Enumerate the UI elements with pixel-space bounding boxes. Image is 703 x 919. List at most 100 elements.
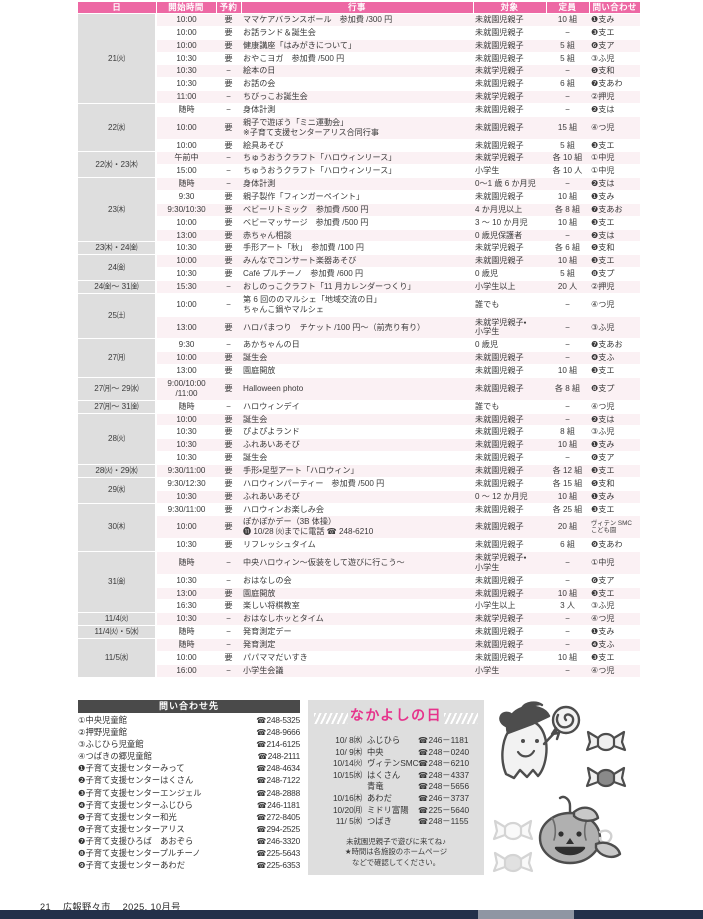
- event-contact-cell: ❶支み: [589, 490, 640, 504]
- event-target-cell: 未就園児親子: [473, 351, 546, 366]
- event-start-time-cell: 10:30: [156, 574, 216, 588]
- event-reservation-cell: 要: [216, 451, 241, 465]
- event-target-cell: 未就園児親子: [473, 116, 546, 140]
- contact-facility-name: ①中央児童館: [78, 715, 127, 725]
- event-capacity-cell: 10 組: [546, 254, 589, 269]
- event-name-cell: おやこヨガ 参加費 /500 円: [241, 52, 473, 66]
- event-name-cell: ベビーマッサージ 参加費 /500 円: [241, 216, 473, 230]
- event-target-cell: 未就園児親子: [473, 254, 546, 269]
- nakayoshi-phone: ☎225－5640: [418, 804, 470, 815]
- event-name-cell: 手形・足型アート「ハロウィン」: [241, 464, 473, 478]
- event-reservation-cell: 要: [216, 39, 241, 53]
- event-start-time-cell: 随時: [156, 103, 216, 117]
- table-row: 10:00 要お話ランド＆誕生会 未就園児親子 − ❸支エ: [78, 26, 640, 40]
- event-reservation-cell: 要: [216, 464, 241, 478]
- table-row: 28㈫ 10:00 要誕生会 未就園児親子 − ❷支は: [78, 413, 640, 465]
- event-contact-cell: ③ふ児: [589, 52, 640, 66]
- event-start-time-cell: 10:30: [156, 425, 216, 440]
- event-target-cell: 未就園児親子: [473, 425, 546, 440]
- event-name-cell: 中央ハロウィン〜仮装をして遊びに行こう〜: [241, 551, 473, 575]
- event-start-time-cell: 10:30: [156, 451, 216, 465]
- event-name-cell: ハロウィンデイ: [241, 400, 473, 414]
- event-name-cell: ぽかぽかデー（3B 体操） ⓫ 10/28 ㈫までに電話 ☎ 248-6210: [241, 515, 473, 540]
- event-name-cell: 発育測定: [241, 638, 473, 652]
- event-start-time-cell: 9:30/12:30: [156, 477, 216, 491]
- event-contact-cell: ❾支あわ: [589, 538, 640, 552]
- table-row: 10:30 要誕生会 未就園児親子 − ❻支ア: [78, 451, 640, 465]
- event-capacity-cell: −: [546, 638, 589, 652]
- table-row: 24㈮〜 31㈮ 15:30− おしのっこクラフト「11 月カレンダーつくり」 小学生…: [78, 280, 640, 294]
- event-name-cell: 園庭開放: [241, 587, 473, 601]
- event-contact-cell: ②押児: [589, 280, 640, 294]
- nakayoshi-list-item: 青竜 ☎248－5656: [320, 781, 484, 793]
- contact-list-item: ❻子育て支援センターアリス ☎294-2525: [78, 823, 300, 835]
- event-day-cell: 23㈭・24㈮: [78, 241, 157, 256]
- event-target-cell: 未就園児親子: [473, 13, 546, 27]
- event-target-cell: 0 歳児: [473, 267, 546, 282]
- event-contact-cell: ❸支エ: [589, 651, 640, 665]
- contact-phone-number: ☎248-2111: [257, 751, 301, 762]
- event-contact-cell: ③ふ児: [589, 316, 640, 340]
- event-day-cell: 29㈬: [78, 477, 157, 504]
- nakayoshi-date: 10/20㈪: [332, 804, 362, 815]
- event-reservation-cell: −: [216, 177, 241, 192]
- event-target-cell: 未就園児親子: [473, 139, 546, 153]
- event-reservation-cell: 要: [216, 438, 241, 453]
- table-row: 11/4㈫ 10:30− おはなしホッとタイム 未就学児親子 − ④つ児: [78, 612, 640, 627]
- event-name-cell: 赤ちゃん相談: [241, 229, 473, 243]
- table-row: 13:00 要園庭開放 未就園児親子 10 組 ❸支エ: [78, 587, 640, 601]
- nakayoshi-place: ミドリ富陽: [367, 804, 409, 815]
- event-capacity-cell: 15 組: [546, 116, 589, 140]
- event-capacity-cell: 各 25 組: [546, 503, 589, 517]
- event-contact-cell: ③ふ児: [589, 425, 640, 440]
- telephone-icon: ☎: [256, 776, 267, 786]
- event-target-cell: 未就園児親子: [473, 451, 546, 465]
- event-reservation-cell: −: [216, 151, 241, 166]
- event-target-cell: 誰でも: [473, 293, 546, 317]
- nakayoshi-phone: ☎248－0240: [418, 746, 470, 757]
- event-name-cell: ぴよぴよランド: [241, 425, 473, 440]
- nakayoshi-day-box: なかよしの日 10/ 8㈬ ふじひら ☎246－1181 10/ 9㈭ 中央 ☎248－0…: [308, 700, 484, 875]
- event-capacity-cell: 10 組: [546, 438, 589, 453]
- event-capacity-cell: 各 12 組: [546, 464, 589, 478]
- event-start-time-cell: 10:30: [156, 64, 216, 79]
- event-contact-cell: ❻支ア: [589, 574, 640, 588]
- hatch-decoration-left-icon: [314, 713, 348, 724]
- event-name-cell: 手形アート「秋」 参加費 /100 円: [241, 241, 473, 256]
- table-row: 22㈬・23㈭ 午前中 − ちゅうおうクラフト「ハロウィンリース」 未就学児親子各 10…: [78, 151, 640, 179]
- table-row: 10:30 要おやこヨガ 参加費 /500 円未就園児親子 5 組 ③ふ児: [78, 52, 640, 66]
- event-name-cell: ママケアバランスボール 参加費 /300 円: [241, 13, 473, 27]
- event-start-time-cell: 10:00: [156, 293, 216, 317]
- event-capacity-cell: 各 6 組: [546, 241, 589, 256]
- event-reservation-cell: −: [216, 664, 241, 678]
- event-reservation-cell: 要: [216, 515, 241, 540]
- contact-list-item: ③ふじひら児童館 ☎214-6125: [78, 738, 300, 750]
- table-row: 10:00 要パパママだいすき 未就園児親子 10 組 ❸支エ: [78, 651, 640, 665]
- event-start-time-cell: 10:00: [156, 39, 216, 53]
- telephone-icon: ☎: [256, 861, 267, 871]
- table-row: 10:30 要ぴよぴよランド 未就園児親子 8 組 ③ふ児: [78, 425, 640, 440]
- column-header-day: 日: [78, 2, 157, 14]
- event-start-time-cell: 9:30/11:00: [156, 464, 216, 478]
- telephone-icon: ☎: [256, 788, 267, 798]
- event-capacity-cell: 3 人: [546, 599, 589, 614]
- event-start-time-cell: 随時: [156, 400, 216, 414]
- event-name-cell: お話の会: [241, 77, 473, 92]
- ghost-illustration: [499, 701, 581, 780]
- event-name-cell: あかちゃんの日: [241, 338, 473, 353]
- event-contact-cell: ❸支エ: [589, 587, 640, 601]
- contact-facility-name: ❹子育て支援センターふじひら: [78, 799, 193, 810]
- event-reservation-cell: −: [216, 551, 241, 575]
- nakayoshi-phone: ☎246－1181: [418, 735, 469, 745]
- event-name-cell: みんなでコンサート楽器あそび: [241, 254, 473, 269]
- event-name-cell: ちびっこお誕生会: [241, 90, 473, 105]
- event-reservation-cell: 要: [216, 377, 241, 401]
- table-row: 10:30− 絵本の日 未就学児親子 − ❺支和: [78, 64, 640, 79]
- nakayoshi-place: つばき: [367, 816, 392, 827]
- table-row: 27㈪ 9:30− あかちゃんの日 0 歳児 − ❼支あお: [78, 338, 640, 378]
- contact-facility-name: ❻子育て支援センターアリス: [78, 823, 185, 834]
- event-contact-cell: ❼支あお: [589, 203, 640, 217]
- footer-bar: [0, 910, 703, 919]
- event-capacity-cell: 10 組: [546, 13, 589, 27]
- event-name-cell: お話ランド＆誕生会: [241, 26, 473, 40]
